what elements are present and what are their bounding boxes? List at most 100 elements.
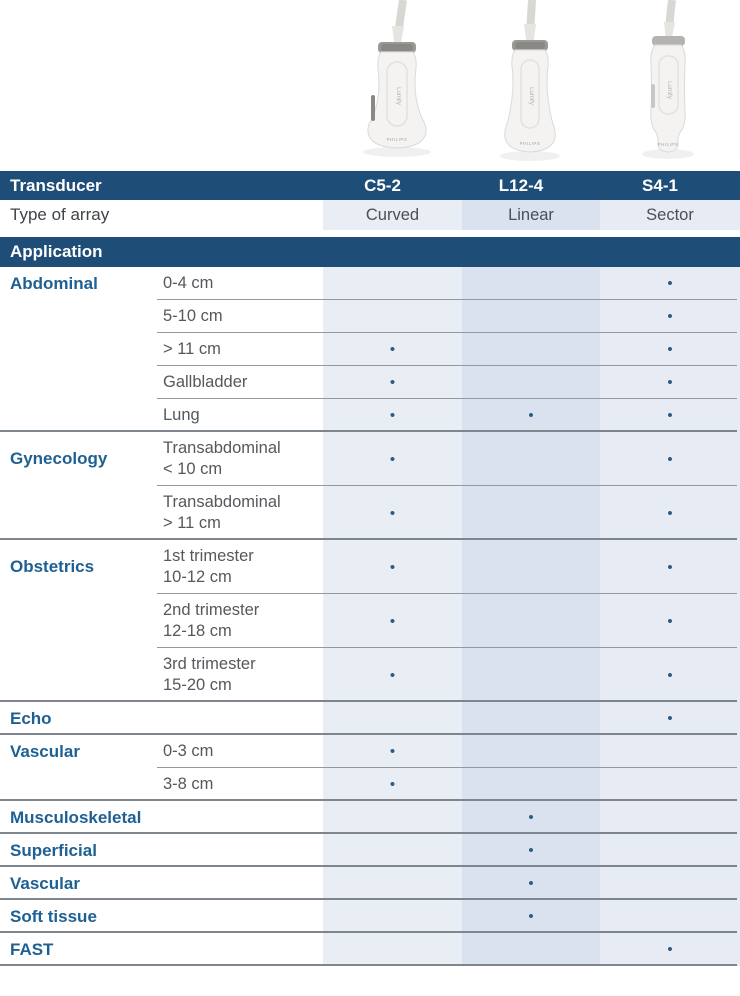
probe-brand-text: PHILIPS xyxy=(520,141,541,146)
table-row: 3rd trimester 15-20 cm • • xyxy=(0,648,740,702)
cell-s4-1 xyxy=(600,834,740,867)
cell-c5-2: • xyxy=(323,540,462,594)
type-of-array-label: Type of array xyxy=(10,205,110,224)
column-header-s4-1: S4-1 xyxy=(642,175,678,195)
array-type-c5-2: Curved xyxy=(323,200,462,230)
cell-c5-2: • xyxy=(323,333,462,366)
cell-l12-4 xyxy=(462,540,600,594)
cell-s4-1: • xyxy=(600,933,740,966)
table-row: Vascular 0-3 cm • xyxy=(0,735,740,768)
row-sub-label xyxy=(157,834,323,867)
row-sub-label: Lung xyxy=(163,406,200,424)
cell-s4-1 xyxy=(600,735,740,768)
cell-l12-4: • xyxy=(462,900,600,933)
table-row: Gynecology Transabdominal < 10 cm • • xyxy=(0,432,740,486)
probe-c5-2-image: Lumify PHILIPS xyxy=(363,0,431,157)
probe-model-text: Lumify xyxy=(395,87,401,105)
row-category: Soft tissue xyxy=(10,906,97,926)
probe-l12-4-image: Lumify PHILIPS xyxy=(500,0,560,161)
type-of-array-row: Type of array Curved Linear Sector xyxy=(0,200,740,230)
cell-l12-4 xyxy=(462,735,600,768)
row-sub-label: 5-10 cm xyxy=(163,307,223,325)
cell-c5-2: • xyxy=(323,594,462,648)
table-row: 5-10 cm • xyxy=(0,300,740,333)
cell-s4-1 xyxy=(600,768,740,801)
table-row: Abdominal 0-4 cm • xyxy=(0,267,740,300)
cell-c5-2 xyxy=(323,267,462,300)
row-category: Superficial xyxy=(10,840,97,860)
cell-s4-1: • xyxy=(600,594,740,648)
cell-c5-2: • xyxy=(323,648,462,702)
table-row: FAST • xyxy=(0,933,740,966)
cell-s4-1 xyxy=(600,801,740,834)
cell-c5-2: • xyxy=(323,399,462,432)
row-sub-label: Transabdominal < 10 cm xyxy=(163,439,281,478)
cell-s4-1: • xyxy=(600,486,740,540)
probe-s4-1-image: Lumify PHILIPS xyxy=(642,0,694,159)
cell-s4-1: • xyxy=(600,432,740,486)
cell-l12-4 xyxy=(462,933,600,966)
cell-c5-2: • xyxy=(323,366,462,399)
table-row: Echo • xyxy=(0,702,740,735)
cell-l12-4: • xyxy=(462,834,600,867)
row-sub-label: > 11 cm xyxy=(163,340,221,358)
probe-brand-text: PHILIPS xyxy=(387,137,408,142)
row-category xyxy=(0,366,157,399)
cell-l12-4: • xyxy=(462,801,600,834)
cell-l12-4 xyxy=(462,648,600,702)
transducer-header-label: Transducer xyxy=(10,175,102,195)
row-category: Musculoskeletal xyxy=(10,807,142,827)
row-sub-label: 0-3 cm xyxy=(163,742,214,760)
probe-model-text: Lumify xyxy=(666,81,672,99)
row-category xyxy=(0,648,157,702)
cell-c5-2 xyxy=(323,702,462,735)
cell-s4-1 xyxy=(600,900,740,933)
cell-s4-1: • xyxy=(600,648,740,702)
row-category xyxy=(0,300,157,333)
table-row: Vascular • xyxy=(0,867,740,900)
spacer xyxy=(0,230,740,237)
cell-l12-4: • xyxy=(462,399,600,432)
table-row: Obstetrics 1st trimester 10-12 cm • • xyxy=(0,540,740,594)
row-category: Vascular xyxy=(10,741,80,761)
array-type-l12-4: Linear xyxy=(462,200,600,230)
table-row: 2nd trimester 12-18 cm • • xyxy=(0,594,740,648)
column-header-c5-2: C5-2 xyxy=(364,175,401,195)
array-type-s4-1: Sector xyxy=(600,200,740,230)
cell-s4-1: • xyxy=(600,333,740,366)
probe-brand-text: PHILIPS xyxy=(658,142,679,147)
cell-c5-2 xyxy=(323,801,462,834)
row-category: FAST xyxy=(10,939,54,959)
row-sub-label: Transabdominal > 11 cm xyxy=(163,493,281,532)
row-category xyxy=(0,768,157,801)
row-category: Echo xyxy=(10,708,52,728)
cell-c5-2 xyxy=(323,300,462,333)
probe-images-area: Lumify PHILIPS Lumify PHILIPS Lumify PHI… xyxy=(0,0,740,171)
table-row: Musculoskeletal • xyxy=(0,801,740,834)
cell-c5-2 xyxy=(323,933,462,966)
column-header-l12-4: L12-4 xyxy=(498,175,544,195)
row-sub-label: 3rd trimester 15-20 cm xyxy=(163,655,256,694)
row-sub-label: 1st trimester 10-12 cm xyxy=(163,547,254,586)
cell-l12-4 xyxy=(462,702,600,735)
row-category: Gynecology xyxy=(10,449,108,468)
probe-model-text: Lumify xyxy=(528,87,534,105)
cell-l12-4 xyxy=(462,594,600,648)
table-row: Gallbladder • • xyxy=(0,366,740,399)
row-category: Vascular xyxy=(10,873,80,893)
row-category xyxy=(0,399,157,432)
row-category: Obstetrics xyxy=(10,557,95,576)
cell-c5-2: • xyxy=(323,735,462,768)
table-row: 3-8 cm • xyxy=(0,768,740,801)
row-category xyxy=(0,594,157,648)
row-sub-label xyxy=(157,867,323,900)
cell-c5-2 xyxy=(323,900,462,933)
row-sub-label: Gallbladder xyxy=(163,373,248,391)
application-section-header: Application xyxy=(0,237,740,267)
row-sub-label: 3-8 cm xyxy=(163,775,214,793)
cell-l12-4 xyxy=(462,366,600,399)
cell-l12-4 xyxy=(462,486,600,540)
cell-c5-2 xyxy=(323,834,462,867)
cell-l12-4 xyxy=(462,333,600,366)
